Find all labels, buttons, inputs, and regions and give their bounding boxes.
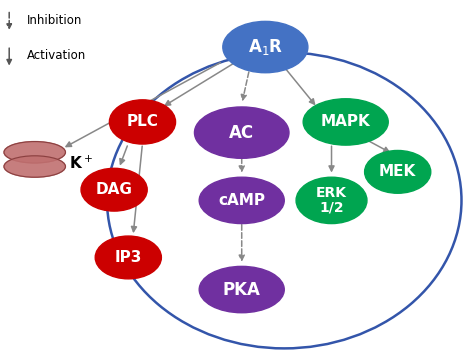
Text: ERK
1/2: ERK 1/2	[316, 186, 347, 215]
Text: PLC: PLC	[127, 115, 158, 130]
Ellipse shape	[303, 99, 388, 145]
Ellipse shape	[365, 150, 431, 193]
Ellipse shape	[109, 100, 175, 144]
Ellipse shape	[296, 177, 367, 224]
Ellipse shape	[4, 141, 65, 163]
Text: AC: AC	[229, 124, 254, 142]
Ellipse shape	[81, 168, 147, 211]
Text: PKA: PKA	[223, 281, 261, 299]
Ellipse shape	[4, 156, 65, 177]
Text: Activation: Activation	[27, 49, 86, 62]
Ellipse shape	[194, 107, 289, 158]
Ellipse shape	[95, 236, 161, 279]
Ellipse shape	[199, 266, 284, 313]
Text: IP3: IP3	[115, 250, 142, 265]
Text: MAPK: MAPK	[321, 115, 371, 130]
Text: Inhibition: Inhibition	[27, 14, 82, 27]
Ellipse shape	[223, 21, 308, 73]
Text: A$_1$R: A$_1$R	[248, 37, 283, 57]
Text: MEK: MEK	[379, 164, 416, 179]
Text: cAMP: cAMP	[218, 193, 265, 208]
Text: DAG: DAG	[96, 182, 133, 197]
Ellipse shape	[199, 177, 284, 224]
Text: K$^+$: K$^+$	[69, 154, 93, 171]
